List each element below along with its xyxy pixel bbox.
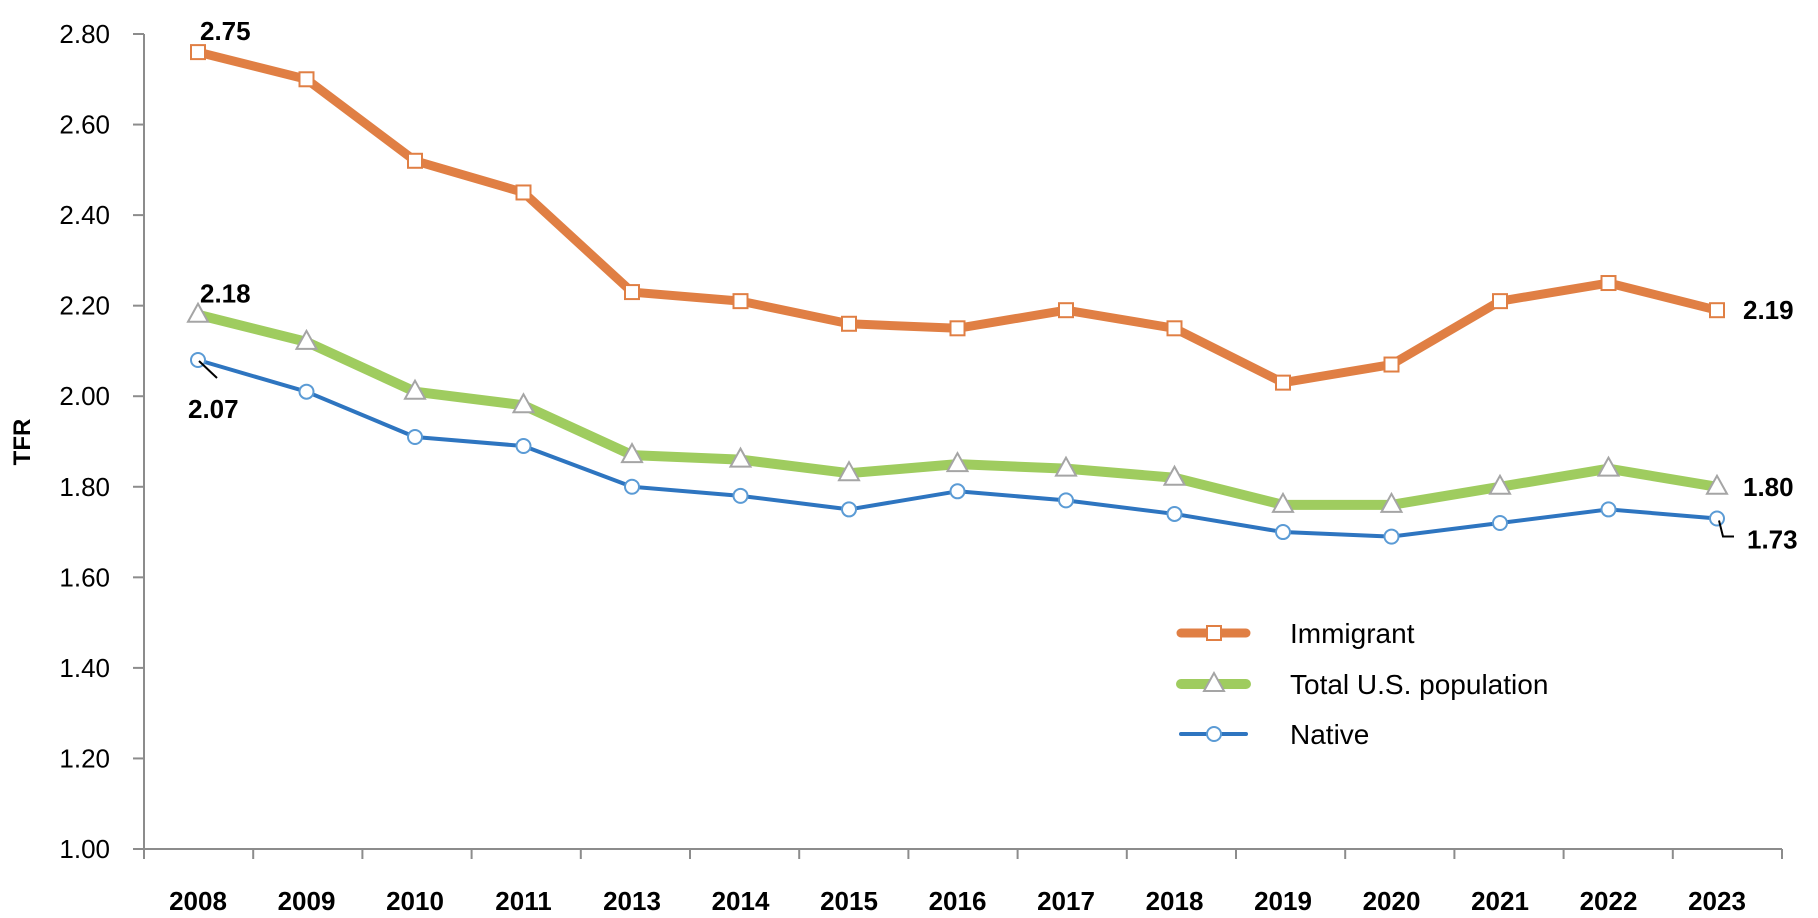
circle-marker — [515, 438, 532, 455]
circle-marker — [1600, 501, 1617, 518]
x-tick-label: 2014 — [712, 886, 770, 916]
x-tick-label: 2017 — [1037, 886, 1095, 916]
x-tick-label: 2020 — [1363, 886, 1421, 916]
triangle-marker — [1054, 455, 1078, 477]
x-tick-label: 2010 — [386, 886, 444, 916]
circle-marker — [1383, 528, 1400, 545]
square-marker — [1709, 302, 1725, 319]
circle-marker — [1166, 505, 1183, 522]
y-tick-label: 1.00 — [59, 834, 110, 864]
triangle-marker — [837, 460, 861, 482]
y-tick-label: 2.00 — [59, 381, 110, 411]
y-tick-label: 2.20 — [59, 291, 110, 321]
triangle-marker — [1379, 491, 1404, 513]
leader-line — [1718, 520, 1734, 538]
circle-marker — [1709, 510, 1725, 527]
axes: 1.00 1.20 1.40 1.60 1.80 2.00 2.20 2.40 2.60 2.80… — [59, 19, 1783, 916]
square-marker — [1058, 302, 1074, 319]
x-tick-label: 2009 — [278, 886, 336, 916]
y-tick-label: 1.20 — [59, 743, 110, 773]
data-label: 2.75 — [200, 16, 251, 46]
x-tick-label: 2016 — [929, 886, 987, 916]
data-label: 2.18 — [200, 279, 251, 309]
y-tick-label: 2.60 — [59, 110, 110, 140]
triangle-marker — [620, 442, 644, 464]
square-marker — [1383, 356, 1400, 373]
data-label: 2.07 — [188, 394, 239, 424]
triangle-marker — [511, 392, 536, 414]
square-marker — [732, 293, 749, 310]
square-marker — [298, 71, 315, 88]
triangle-marker — [294, 328, 319, 350]
x-tick-label: 2018 — [1146, 886, 1204, 916]
series-total-u-s-population — [186, 301, 1729, 513]
y-tick-label: 1.80 — [59, 472, 110, 502]
y-tick-label: 2.80 — [59, 19, 110, 49]
leader-line — [198, 360, 218, 379]
legend-item: Immigrant — [1176, 618, 1415, 649]
y-tick-label: 1.40 — [59, 653, 110, 683]
triangle-marker — [1162, 464, 1187, 486]
legend: Immigrant Total U.S. population Native — [1176, 618, 1548, 750]
series-immigrant — [190, 44, 1725, 391]
square-marker — [1492, 293, 1508, 310]
circle-marker — [1275, 524, 1291, 541]
circle-marker — [624, 478, 640, 495]
legend-label: Total U.S. population — [1290, 669, 1548, 700]
triangle-marker — [945, 451, 970, 473]
circle-marker — [407, 428, 423, 445]
triangle-marker — [1202, 670, 1226, 692]
data-label: 1.80 — [1743, 472, 1794, 502]
x-tick-label: 2022 — [1580, 886, 1638, 916]
legend-label: Native — [1290, 719, 1369, 750]
legend-item: Native — [1179, 719, 1369, 750]
legend-item: Total U.S. population — [1176, 669, 1548, 700]
square-marker — [1166, 320, 1183, 337]
square-marker — [407, 152, 423, 169]
x-tick-label: 2021 — [1471, 886, 1529, 916]
circle-marker — [1206, 726, 1222, 742]
square-marker — [1206, 625, 1222, 641]
square-marker — [624, 284, 640, 301]
series-layer — [186, 44, 1729, 545]
circle-marker — [841, 501, 857, 518]
triangle-marker — [186, 301, 210, 323]
square-marker — [1275, 374, 1291, 391]
triangle-marker — [1596, 455, 1621, 477]
series-line — [196, 309, 1718, 510]
triangle-marker — [403, 378, 427, 400]
square-marker — [1600, 275, 1617, 292]
data-label: 1.73 — [1747, 524, 1798, 554]
square-marker — [515, 184, 532, 201]
triangle-marker — [1705, 473, 1729, 495]
x-tick-label: 2008 — [169, 886, 227, 916]
data-label: 2.19 — [1743, 295, 1794, 325]
series-native — [190, 352, 1725, 545]
triangle-marker — [1271, 491, 1295, 513]
square-marker — [190, 44, 206, 61]
triangle-marker — [728, 446, 753, 468]
data-labels: 2.75 2.18 2.07 2.19 1.80 1.73 — [188, 16, 1798, 554]
circle-marker — [949, 483, 966, 500]
legend-label: Immigrant — [1290, 618, 1415, 649]
y-tick-label: 1.60 — [59, 562, 110, 592]
circle-marker — [732, 487, 749, 504]
square-marker — [841, 315, 857, 332]
x-tick-label: 2011 — [495, 886, 551, 916]
y-axis-title: TFR — [9, 419, 36, 466]
circle-marker — [1058, 492, 1074, 509]
square-marker — [949, 320, 966, 337]
x-tick-label: 2023 — [1688, 886, 1746, 916]
triangle-marker — [1488, 473, 1512, 495]
x-tick-label: 2013 — [603, 886, 661, 916]
x-tick-label: 2019 — [1254, 886, 1312, 916]
circle-marker — [298, 383, 315, 400]
y-tick-label: 2.40 — [59, 200, 110, 230]
series-line — [197, 358, 1718, 539]
circle-marker — [1492, 515, 1508, 531]
x-tick-label: 2015 — [820, 886, 878, 916]
